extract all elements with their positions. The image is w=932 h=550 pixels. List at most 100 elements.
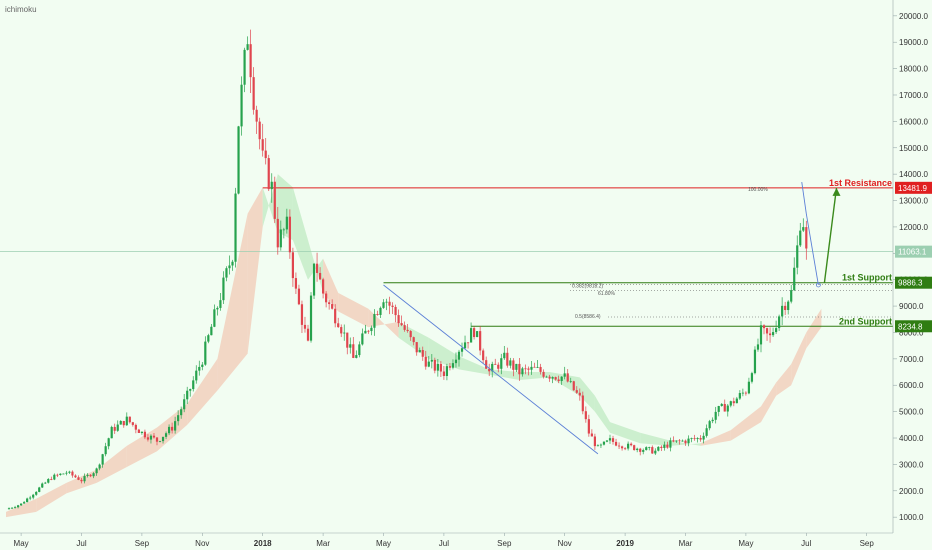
candle-body [645, 447, 648, 451]
y-tick-label: 7000.0 [899, 355, 924, 364]
candle-body [759, 325, 763, 345]
candle-body [494, 363, 497, 365]
ichimoku-cloud-segment [187, 358, 218, 425]
candle-body [137, 429, 140, 433]
candle-body [128, 416, 131, 423]
candle-body [403, 325, 406, 330]
candle-body [276, 218, 279, 248]
candle-body [672, 440, 675, 442]
candle-body [171, 426, 174, 431]
candle-body [379, 307, 382, 315]
candle-body [802, 227, 805, 231]
candle-body [225, 268, 228, 278]
watermark: ichimoku [5, 5, 37, 14]
candle-body [210, 326, 213, 336]
trend-line [383, 284, 599, 455]
candle-body [213, 309, 216, 327]
candle-body [542, 371, 545, 377]
y-tick-label: 12000.0 [899, 223, 928, 232]
candle-body [678, 440, 681, 442]
fib-label: 61.80% [598, 291, 616, 297]
candles [7, 29, 808, 510]
candle-body [252, 77, 255, 110]
candle-body [104, 446, 107, 455]
x-tick-label: May [376, 539, 391, 548]
y-tick-label: 13000.0 [899, 197, 928, 206]
candle-body [463, 342, 467, 349]
candle-body [771, 332, 775, 336]
ichimoku-cloud-segment [776, 364, 792, 396]
level-name-label: 2nd Support [839, 316, 892, 326]
ichimoku-cloud-segment [428, 337, 459, 370]
candle-body [7, 508, 11, 510]
candle-body [246, 44, 249, 50]
candle-body [285, 216, 288, 230]
candle-body [26, 498, 29, 503]
candle-body [602, 441, 606, 445]
y-tick-label: 14000.0 [899, 170, 928, 179]
candle-body [657, 446, 660, 451]
candle-body [146, 437, 150, 440]
candle-body [192, 380, 195, 390]
candle-body [744, 392, 747, 394]
candle-body [491, 363, 494, 372]
candle-body [183, 399, 186, 410]
candle-body [59, 473, 62, 475]
candle-body [430, 359, 433, 362]
level-price-tag-text: 8234.8 [898, 322, 923, 331]
candle-body [624, 448, 627, 450]
candle-body [630, 443, 633, 446]
candle-body [512, 360, 515, 370]
candle-body [509, 360, 512, 366]
candle-body [799, 230, 802, 246]
candle-body [38, 487, 41, 492]
candle-body [267, 158, 270, 190]
level-name-label: 1st Resistance [829, 178, 892, 188]
candle-body [10, 507, 14, 509]
candle-body [370, 327, 373, 332]
candle-body [143, 431, 147, 438]
candle-body [279, 229, 282, 248]
candle-body [306, 328, 310, 341]
candle-body [412, 337, 415, 343]
level-price-tag-text: 13481.9 [898, 184, 927, 193]
ichimoku-cloud-segment [217, 213, 248, 391]
candle-body [349, 344, 352, 348]
candle-body [415, 342, 418, 353]
candle-body [675, 440, 678, 442]
candle-body [331, 304, 334, 309]
ichimoku-cloud-segment [640, 432, 671, 446]
candle-body [560, 376, 563, 382]
projection-arrow-head [832, 187, 841, 196]
candle-body [548, 376, 551, 379]
candle-body [20, 503, 23, 506]
candle-body [787, 301, 790, 311]
candle-body [309, 295, 313, 341]
y-tick-label: 15000.0 [899, 144, 928, 153]
fib-label: 0.382(9818.2) [572, 283, 603, 289]
candle-body [482, 350, 485, 361]
ichimoku-cloud-segment [338, 292, 369, 328]
candle-body [581, 395, 584, 412]
candle-body [77, 477, 80, 480]
candle-body [367, 330, 370, 332]
candle-body [454, 359, 458, 364]
candle-body [80, 479, 83, 482]
candle-body [270, 181, 273, 190]
candle-body [394, 306, 397, 316]
candle-body [201, 364, 204, 367]
candle-body [705, 428, 708, 436]
candle-body [119, 420, 122, 425]
candle-body [361, 333, 364, 345]
ichimoku-cloud-segment [594, 395, 610, 433]
candle-body [611, 438, 615, 442]
candle-body [781, 305, 784, 317]
current-price-tag [895, 245, 932, 258]
y-tick-label: 2000.0 [899, 487, 924, 496]
candle-body [249, 44, 252, 78]
candle-body [89, 474, 92, 477]
candle-body [527, 368, 530, 370]
candle-body [608, 438, 612, 441]
